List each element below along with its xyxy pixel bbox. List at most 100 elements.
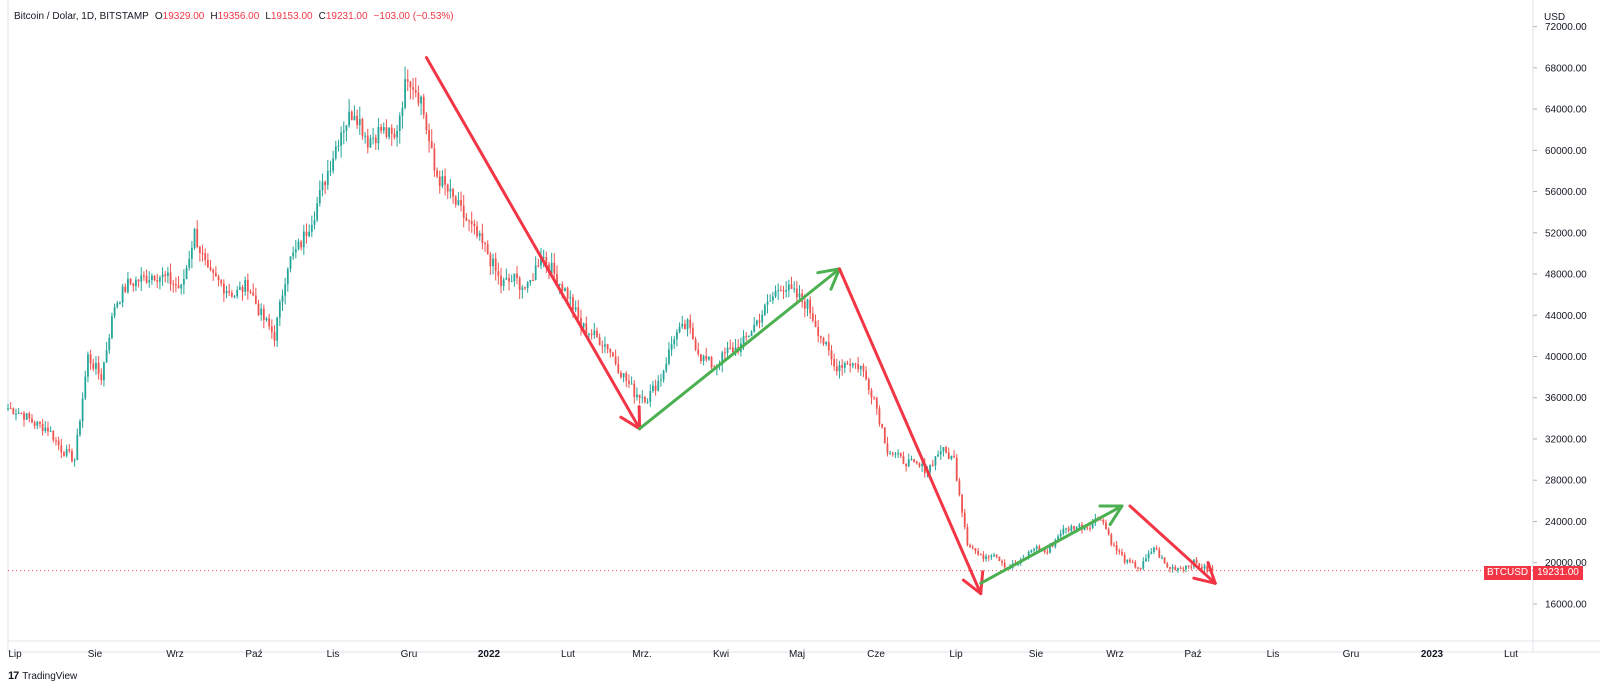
candle-body: [1153, 547, 1155, 552]
candle-body: [870, 390, 873, 398]
candle-body: [1107, 529, 1110, 535]
candle-body: [609, 349, 612, 353]
candle-body: [457, 199, 460, 205]
candle-body: [1145, 558, 1147, 562]
candle-body: [63, 452, 65, 456]
candle-body: [1118, 550, 1121, 553]
candle-body: [79, 421, 81, 435]
candle-body: [894, 453, 897, 455]
candle-body: [697, 349, 700, 355]
candle-body: [953, 455, 955, 458]
candle-body: [73, 460, 76, 462]
candle-body: [577, 307, 580, 318]
candle-body: [947, 452, 950, 459]
candle-body: [497, 271, 500, 276]
trend-arrow-head: [961, 578, 983, 596]
candle-body: [1043, 549, 1046, 552]
candle-body: [89, 354, 92, 364]
x-tick-label: Paź: [1184, 649, 1201, 660]
high-label: H: [210, 11, 218, 22]
y-tick-label: 28000.00: [1545, 476, 1587, 487]
candle-body: [228, 291, 231, 293]
candle-body: [1073, 526, 1075, 530]
candle-body: [881, 423, 884, 428]
candle-body: [795, 288, 798, 298]
candle-body: [817, 327, 820, 336]
candle-body: [33, 422, 36, 426]
candle-body: [1078, 524, 1081, 527]
candle-body: [36, 421, 39, 426]
candle-body: [372, 137, 375, 139]
candle-body: [867, 379, 870, 391]
candle-body: [478, 233, 481, 237]
x-tick-label: 2023: [1421, 649, 1444, 660]
candle-body: [476, 226, 478, 237]
candle-body: [292, 252, 295, 257]
candle-body: [465, 217, 468, 221]
candle-body: [260, 308, 263, 316]
candle-body: [1137, 567, 1139, 569]
candle-body: [1126, 559, 1129, 563]
candle-body: [747, 335, 750, 337]
candle-body: [385, 127, 388, 137]
candle-body: [1195, 559, 1198, 564]
candle-body: [902, 456, 905, 464]
symbol-name: Bitcoin / Dolar, 1D, BITSTAMP: [14, 11, 149, 22]
candle-body: [105, 350, 108, 363]
candle-body: [358, 119, 361, 126]
candle-body: [441, 176, 444, 187]
candle-body: [1201, 567, 1203, 569]
candle-body: [891, 453, 894, 455]
candle-body: [380, 126, 382, 131]
candle-body: [857, 363, 860, 370]
candle-body: [851, 363, 854, 366]
candle-body: [1211, 568, 1214, 571]
candle-body: [481, 233, 484, 243]
candle-body: [638, 394, 641, 398]
candle-body: [750, 331, 753, 336]
candle-body: [987, 556, 990, 558]
open-label: O: [154, 11, 163, 22]
x-tick-label: Lip: [949, 649, 963, 660]
candle-body: [995, 554, 998, 557]
candle-body: [76, 434, 79, 461]
candle-body: [1046, 551, 1049, 553]
candle-body: [854, 363, 857, 365]
candle-body: [702, 355, 705, 362]
candle-body: [934, 456, 937, 466]
candle-body: [1102, 519, 1105, 523]
candle-body: [449, 188, 452, 192]
candle-body: [265, 318, 268, 320]
candle-body: [945, 447, 947, 453]
candle-body: [636, 394, 638, 398]
candle-body: [1190, 566, 1193, 568]
candle-body: [742, 336, 745, 344]
candle-body: [345, 125, 348, 131]
candle-body: [729, 347, 732, 349]
candle-body: [660, 379, 662, 381]
low-label: L: [265, 11, 271, 22]
candle-body: [641, 396, 644, 398]
candle-body: [1065, 528, 1067, 530]
candle-body: [628, 380, 630, 384]
candle-body: [905, 463, 908, 467]
candle-body: [276, 317, 279, 341]
candle-body: [414, 89, 417, 93]
candle-body: [787, 284, 790, 291]
candle-body: [305, 231, 308, 236]
candle-body: [145, 275, 148, 283]
footer-brand[interactable]: 17 TradingView: [8, 670, 77, 682]
x-tick-label: Lut: [561, 649, 575, 660]
candle-body: [167, 272, 169, 276]
candle-body: [190, 247, 193, 259]
candle-body: [662, 370, 665, 380]
currency-label[interactable]: USD: [1544, 12, 1566, 23]
open-value: 19329.00: [162, 11, 205, 22]
candle-body: [204, 253, 207, 261]
y-tick-label: 24000.00: [1545, 517, 1587, 528]
candle-body: [273, 332, 276, 341]
y-tick-label: 36000.00: [1545, 393, 1587, 404]
candle-body: [803, 301, 806, 309]
